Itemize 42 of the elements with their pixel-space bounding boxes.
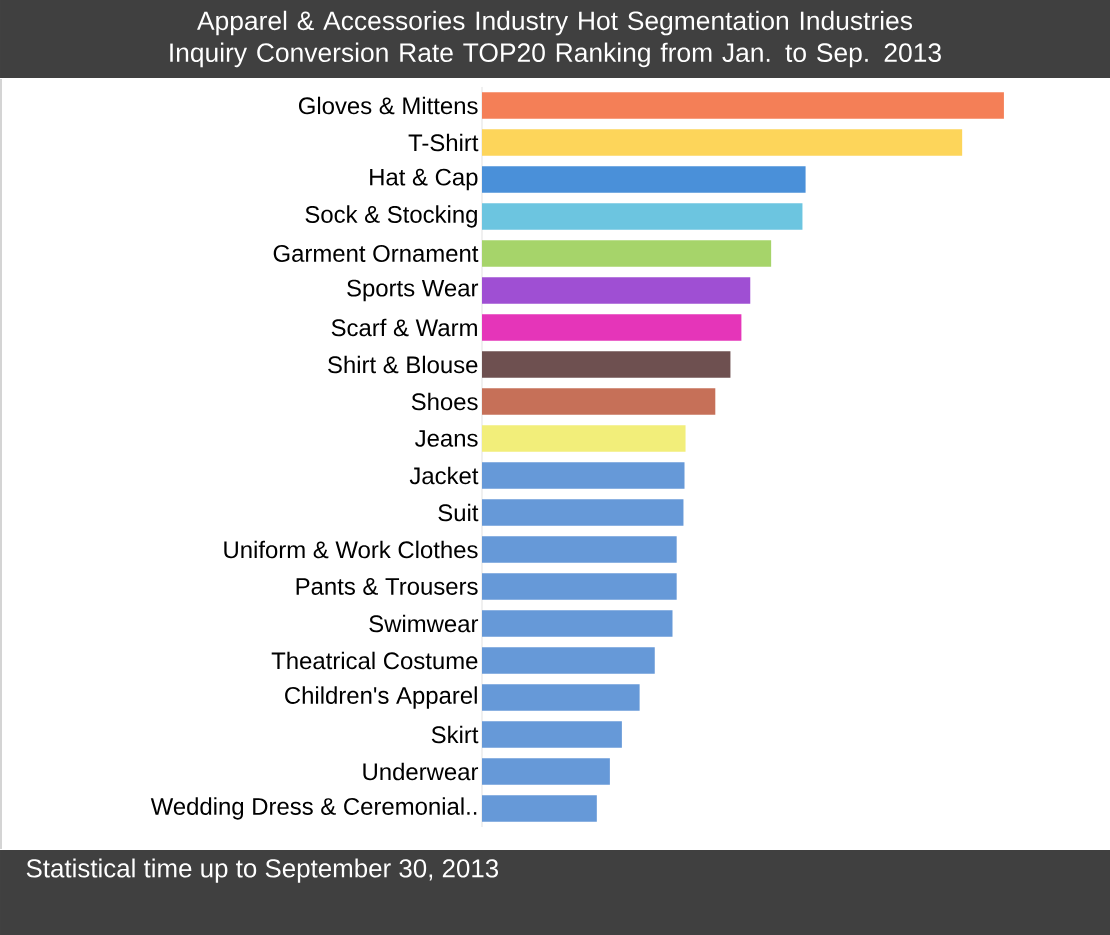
bar — [482, 499, 684, 526]
y-tick-label: Hat & Cap — [370, 168, 478, 191]
bar — [482, 425, 686, 452]
bar — [482, 388, 716, 415]
bar — [482, 277, 751, 304]
bar — [482, 240, 772, 267]
y-tick-label: Skirt — [431, 725, 479, 744]
y-tick-label: Jeans — [415, 430, 478, 447]
bar — [482, 721, 622, 748]
bar — [482, 351, 731, 378]
bar — [482, 92, 1004, 119]
y-tick-label: Gloves & Mittens — [298, 96, 478, 115]
text: Statistical time up to September 30, 2013 — [26, 858, 499, 883]
y-tick-label: Children's Apparel — [285, 686, 477, 709]
y-tick-label: Theatrical Costume — [271, 651, 478, 670]
y-tick-label: Shirt & Blouse — [328, 355, 478, 374]
bar — [482, 573, 677, 600]
y-tick-label: Shoes — [411, 392, 478, 411]
bar — [482, 795, 597, 822]
bar — [482, 166, 806, 193]
y-tick-label: Swimwear — [369, 614, 479, 633]
y-tick-label: Suit — [438, 503, 479, 522]
bar — [482, 758, 610, 785]
y-tick-label: Garment Ornament — [273, 245, 479, 262]
y-tick-label: T-Shirt — [408, 133, 479, 152]
bar — [482, 462, 685, 489]
bar — [482, 129, 963, 156]
y-tick-label: Sock & Stocking — [305, 205, 477, 228]
y-tick-label: Underwear — [363, 762, 479, 781]
chart-title: Apparel & Accessories Industry Hot Segmentation Industries Inquiry Conversion Rate TOP20 Ranking from Jan. to Sep. 2013 — [170, 10, 941, 68]
bar — [482, 684, 640, 711]
y-tick-label: Scarf & Warm — [331, 318, 477, 337]
bar — [482, 536, 677, 563]
y-tick-label: Wedding Dress & Ceremonial.. — [150, 797, 477, 820]
bar — [482, 610, 673, 637]
bar — [482, 314, 742, 341]
y-tick-label: Sports Wear — [347, 279, 479, 302]
y-tick-label: Jacket — [409, 466, 479, 485]
y-tick-label: Uniform & Work Clothes — [224, 540, 478, 559]
bar — [482, 647, 655, 674]
y-tick-label: Pants & Trousers — [296, 578, 478, 595]
bar — [482, 203, 803, 230]
